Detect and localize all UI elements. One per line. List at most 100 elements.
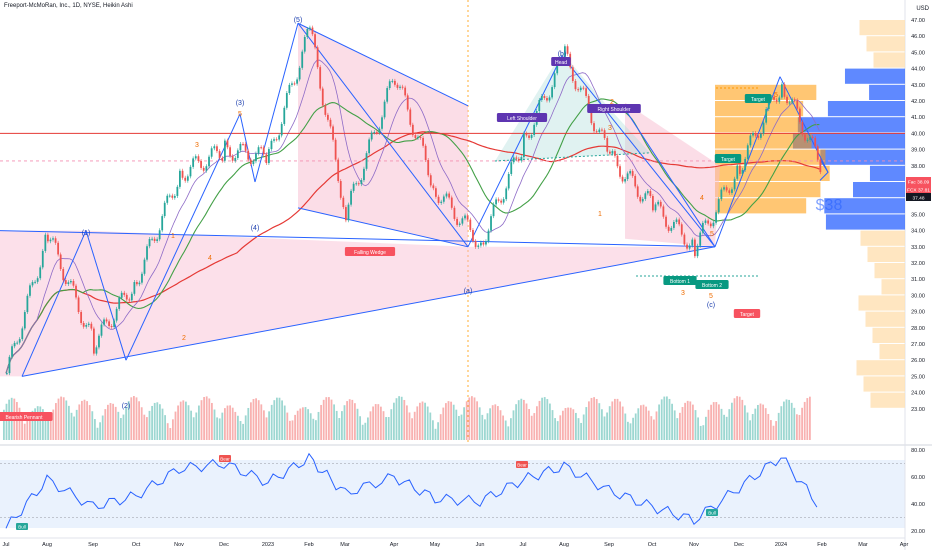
candle-body — [571, 67, 574, 82]
volume-bar — [543, 397, 546, 440]
candle-body — [500, 200, 503, 203]
candle-body — [221, 158, 224, 161]
candle-body — [533, 124, 536, 136]
volume-bar — [538, 400, 541, 440]
volume-bar — [611, 401, 614, 440]
candle-body — [804, 134, 806, 141]
volume-bar — [429, 412, 432, 440]
volume-bar — [471, 396, 473, 440]
candle-body — [548, 97, 551, 101]
wave-label: (5) — [294, 17, 303, 24]
pattern-label: Right Shoulder — [597, 107, 630, 113]
candle-body — [601, 129, 603, 131]
candle-body — [566, 46, 569, 54]
triangle-lower-trendline — [21, 246, 716, 377]
volume-bar — [130, 397, 133, 440]
volume-bar — [273, 400, 276, 440]
volume-bar — [377, 404, 380, 440]
candle-body — [16, 342, 19, 344]
rsi-tick-label: 20.00 — [911, 529, 925, 535]
pattern-label-box — [551, 57, 571, 66]
volume-bar — [78, 404, 81, 440]
volume-bar — [439, 414, 442, 440]
candle-body — [49, 239, 52, 242]
candle-body — [783, 84, 786, 97]
candle-body — [619, 166, 621, 177]
pattern-label-box — [744, 94, 772, 103]
candle-body — [72, 281, 75, 286]
candle-body — [334, 139, 337, 160]
candle-body — [80, 312, 83, 323]
candle-body — [138, 282, 141, 285]
volume-bar — [608, 406, 611, 440]
volume-bar — [187, 405, 190, 440]
pattern-label-box — [733, 309, 761, 318]
candle-body — [158, 230, 161, 240]
volume-bar — [671, 403, 673, 440]
candle-body — [474, 241, 477, 247]
candle-body — [8, 356, 11, 374]
candle-body — [646, 191, 649, 194]
volume-bar — [312, 418, 315, 440]
candle-body — [350, 190, 352, 205]
wave-label-minor: 5 — [774, 92, 778, 99]
candle-body — [355, 183, 358, 185]
candle-body — [788, 102, 791, 104]
volume-bar — [465, 401, 468, 440]
candle-body — [57, 242, 60, 255]
candle-body — [435, 188, 437, 197]
volume-bar — [55, 403, 57, 440]
price-tick-label: 35.00 — [911, 212, 925, 218]
candle-body — [216, 146, 218, 152]
volume-bar — [460, 414, 463, 440]
candle-body — [717, 199, 720, 213]
candle-body — [453, 207, 456, 219]
candle-body — [293, 83, 296, 85]
volume-bar — [398, 396, 400, 440]
candle-body — [383, 101, 386, 118]
candle-body — [26, 295, 29, 313]
candle-body — [816, 146, 819, 160]
volume-bar — [317, 411, 320, 440]
candle-body — [450, 197, 453, 208]
candle-body — [464, 215, 466, 219]
volume-bar — [530, 415, 533, 440]
candle-body — [210, 148, 213, 157]
rsi-signal-label: Bear — [220, 457, 230, 462]
volume-profile-bar — [844, 68, 905, 84]
candle-body — [213, 146, 216, 149]
moving-average-mid — [5, 98, 820, 374]
candle-body — [746, 145, 749, 159]
volume-bar — [426, 406, 429, 440]
time-tick-label: Jul — [519, 542, 526, 548]
volume-bar — [44, 413, 47, 440]
price-tick-label: 30.00 — [911, 293, 925, 299]
candle-body — [6, 373, 8, 375]
candle-body — [242, 143, 244, 145]
pattern-label: Bottom 2 — [702, 283, 722, 289]
volume-profile-bar — [853, 182, 905, 198]
candle-body — [226, 140, 229, 148]
volume-bar — [554, 418, 556, 440]
volume-bar — [603, 416, 606, 440]
volume-bar — [135, 397, 138, 440]
volume-bar — [520, 398, 523, 440]
volume-bar — [497, 406, 499, 440]
volume-bar — [320, 404, 322, 440]
candle-body — [148, 239, 151, 247]
candle-body — [461, 218, 464, 224]
candle-body — [611, 151, 614, 154]
wave-line — [85, 230, 127, 361]
candle-body — [75, 285, 77, 298]
candle-body — [365, 153, 368, 169]
volume-profile-value-area — [715, 149, 826, 165]
volume-profile-value-area — [715, 117, 801, 133]
price-tick-label: 29.00 — [911, 310, 925, 316]
candle-body — [691, 239, 694, 246]
candle-body — [424, 145, 427, 160]
candle-body — [85, 324, 88, 327]
wave-label-minor: 2 — [182, 335, 186, 342]
candle-body — [44, 234, 47, 251]
candle-body — [688, 245, 691, 249]
